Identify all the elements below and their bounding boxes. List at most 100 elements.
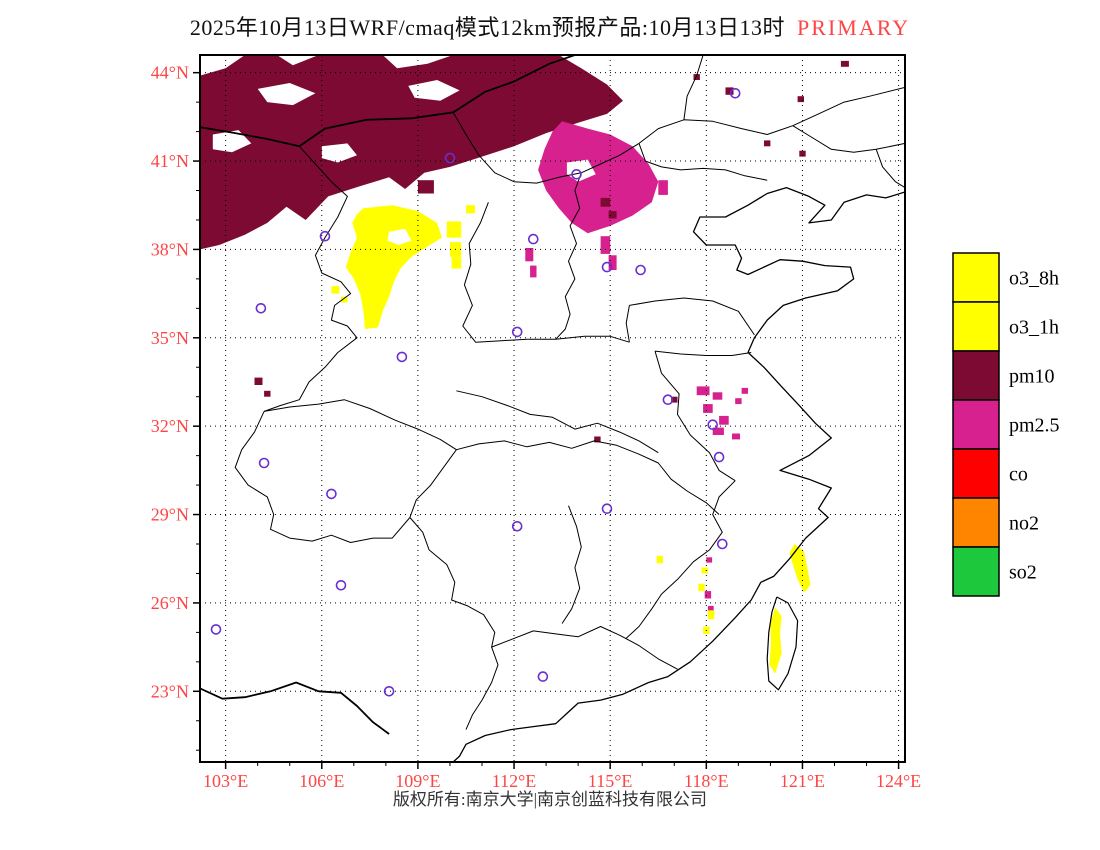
copyright-footer: 版权所有:南京大学|南京创蓝科技有限公司 [392,790,708,809]
patch-pm10 [840,60,849,67]
patch-pm10 [799,150,806,157]
legend-label-no2: no2 [1009,513,1039,535]
patch-o3 [341,296,348,303]
border-line [234,411,411,543]
patch-pm2.5 [703,404,713,413]
coastline [452,186,905,762]
patch-pm10 [725,87,734,95]
station-marker [729,88,741,99]
region-pm25-hole-1 [566,159,596,182]
page-title: 2025年10月13日WRF/cmaq模式12km预报产品:10月13日13时 P… [0,10,1100,42]
patch-o3 [451,256,462,269]
patch-pm2.5 [719,415,729,425]
patch-pm2.5 [707,605,714,612]
patch-pm2.5 [658,180,668,195]
legend-swatch-pm10 [952,350,1000,401]
patch-pm2.5 [712,427,724,435]
patch-pm2.5 [741,387,748,394]
y-tick-label: 44°N [151,63,189,83]
station-marker [713,451,725,463]
x-tick-label: 121°E [780,771,825,791]
border-line [462,202,630,343]
station-marker [335,579,347,591]
y-tick-label: 38°N [151,239,189,259]
region-pm10-north-plume [200,55,623,250]
patch-pm10 [797,96,804,103]
border-line [654,350,736,482]
region-o3-offshore-streak [789,544,811,593]
station-marker [635,264,646,276]
patch-pm2.5 [525,248,534,262]
y-tick-label: 41°N [151,151,189,171]
station-marker [716,538,728,550]
border-line [456,390,659,454]
legend-swatch-o3_1h [952,301,1000,352]
x-tick-label: 112°E [492,771,537,791]
legend-label-o3_8h: o3_8h [1009,268,1059,290]
border-line [264,399,457,451]
region-o3-shaanxi-blob [345,205,442,329]
title-main: 2025年10月13日WRF/cmaq模式12km预报产品:10月13日13时 [189,15,786,40]
patch-pm2.5 [530,265,537,278]
border-line [629,297,755,336]
station-marker [601,503,613,515]
station-marker [662,394,674,406]
border-line [875,149,905,189]
station-marker [571,169,582,180]
border-line [428,549,678,670]
border-line [638,143,768,181]
patch-o3 [656,555,663,564]
region-pm10-hole-3 [212,130,252,153]
border-line [625,480,736,639]
x-tick-label: 109°E [395,771,440,791]
border-line [200,681,390,735]
station-marker [383,685,395,697]
patch-pm10 [671,396,678,403]
border-line [555,172,582,340]
x-tick-label: 115°E [588,771,633,791]
patch-o3 [707,610,715,620]
legend-label-pm10: pm10 [1009,366,1055,388]
patch-pm10 [594,436,601,443]
station-marker [258,457,270,469]
patch-pm10 [608,211,617,219]
border-line [456,440,720,515]
x-tick-label: 118°E [684,771,729,791]
border-line [792,125,905,153]
station-marker [707,419,719,431]
station-marker [396,351,408,363]
patch-pm10 [693,74,700,80]
border-line [625,305,630,343]
y-tick-label: 26°N [151,593,189,613]
region-o3-taiwan-streak [769,607,782,674]
x-tick-label: 103°E [203,771,248,791]
legend-swatch-o3_8h [952,252,1000,303]
border-line [654,350,752,356]
station-marker [319,230,331,242]
patch-pm10 [264,390,271,397]
patch-pm2.5 [735,398,742,405]
station-marker [537,671,549,682]
y-tick-label: 35°N [151,328,189,348]
patch-pm2.5 [706,557,713,563]
station-marker [255,302,267,314]
legend-swatch-co [952,448,1000,499]
region-pm10-hole-2 [408,80,460,101]
station-marker [444,152,456,164]
legend-swatch-no2 [952,497,1000,548]
map-layers [200,55,905,762]
y-tick-label: 29°N [151,505,189,525]
region-o3-hole-1 [387,228,412,245]
patch-pm2.5 [696,386,710,396]
patch-o3 [701,567,708,574]
patch-pm10 [417,180,434,194]
legend-label-o3_1h: o3_1h [1009,317,1059,339]
border-line [263,145,358,412]
border-line [561,505,582,624]
patch-pm10 [254,377,263,385]
region-pm10-hole-1 [257,83,316,106]
border-line [200,55,576,148]
x-tick-label: 124°E [876,771,921,791]
